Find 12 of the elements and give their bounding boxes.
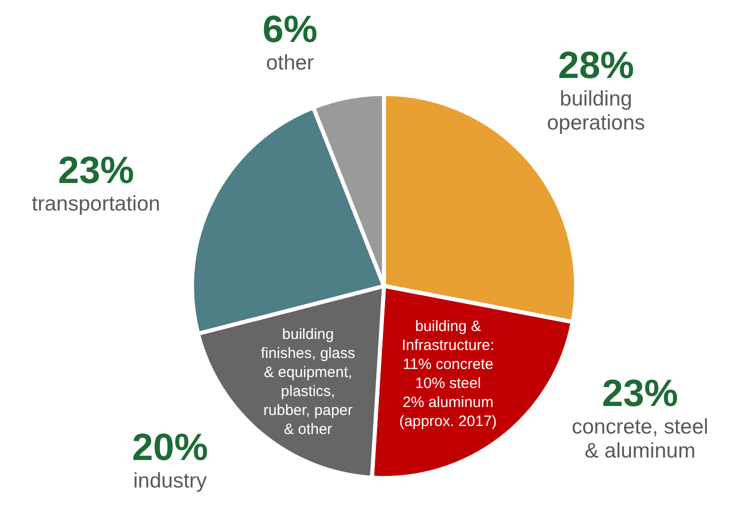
text: building & Infrastructure: 11% concrete 10% steel 2% aluminum (approx. 2017) [399, 318, 497, 430]
data-label: 23% [602, 373, 678, 415]
data-label: 20% [132, 427, 208, 469]
text: building finishes, glass & equipment, plastics, rubber, paper & other [260, 326, 356, 438]
slice-label: transportation [32, 192, 160, 216]
data-label: 6% [262, 9, 318, 51]
slice-label: building operations [546, 88, 646, 134]
slice-label: industry [133, 470, 208, 492]
slice-label: concrete, steel & aluminum [572, 416, 708, 462]
data-label: 28% [558, 45, 634, 87]
slice-label: other [266, 52, 314, 74]
data-label: 23% [58, 150, 134, 192]
